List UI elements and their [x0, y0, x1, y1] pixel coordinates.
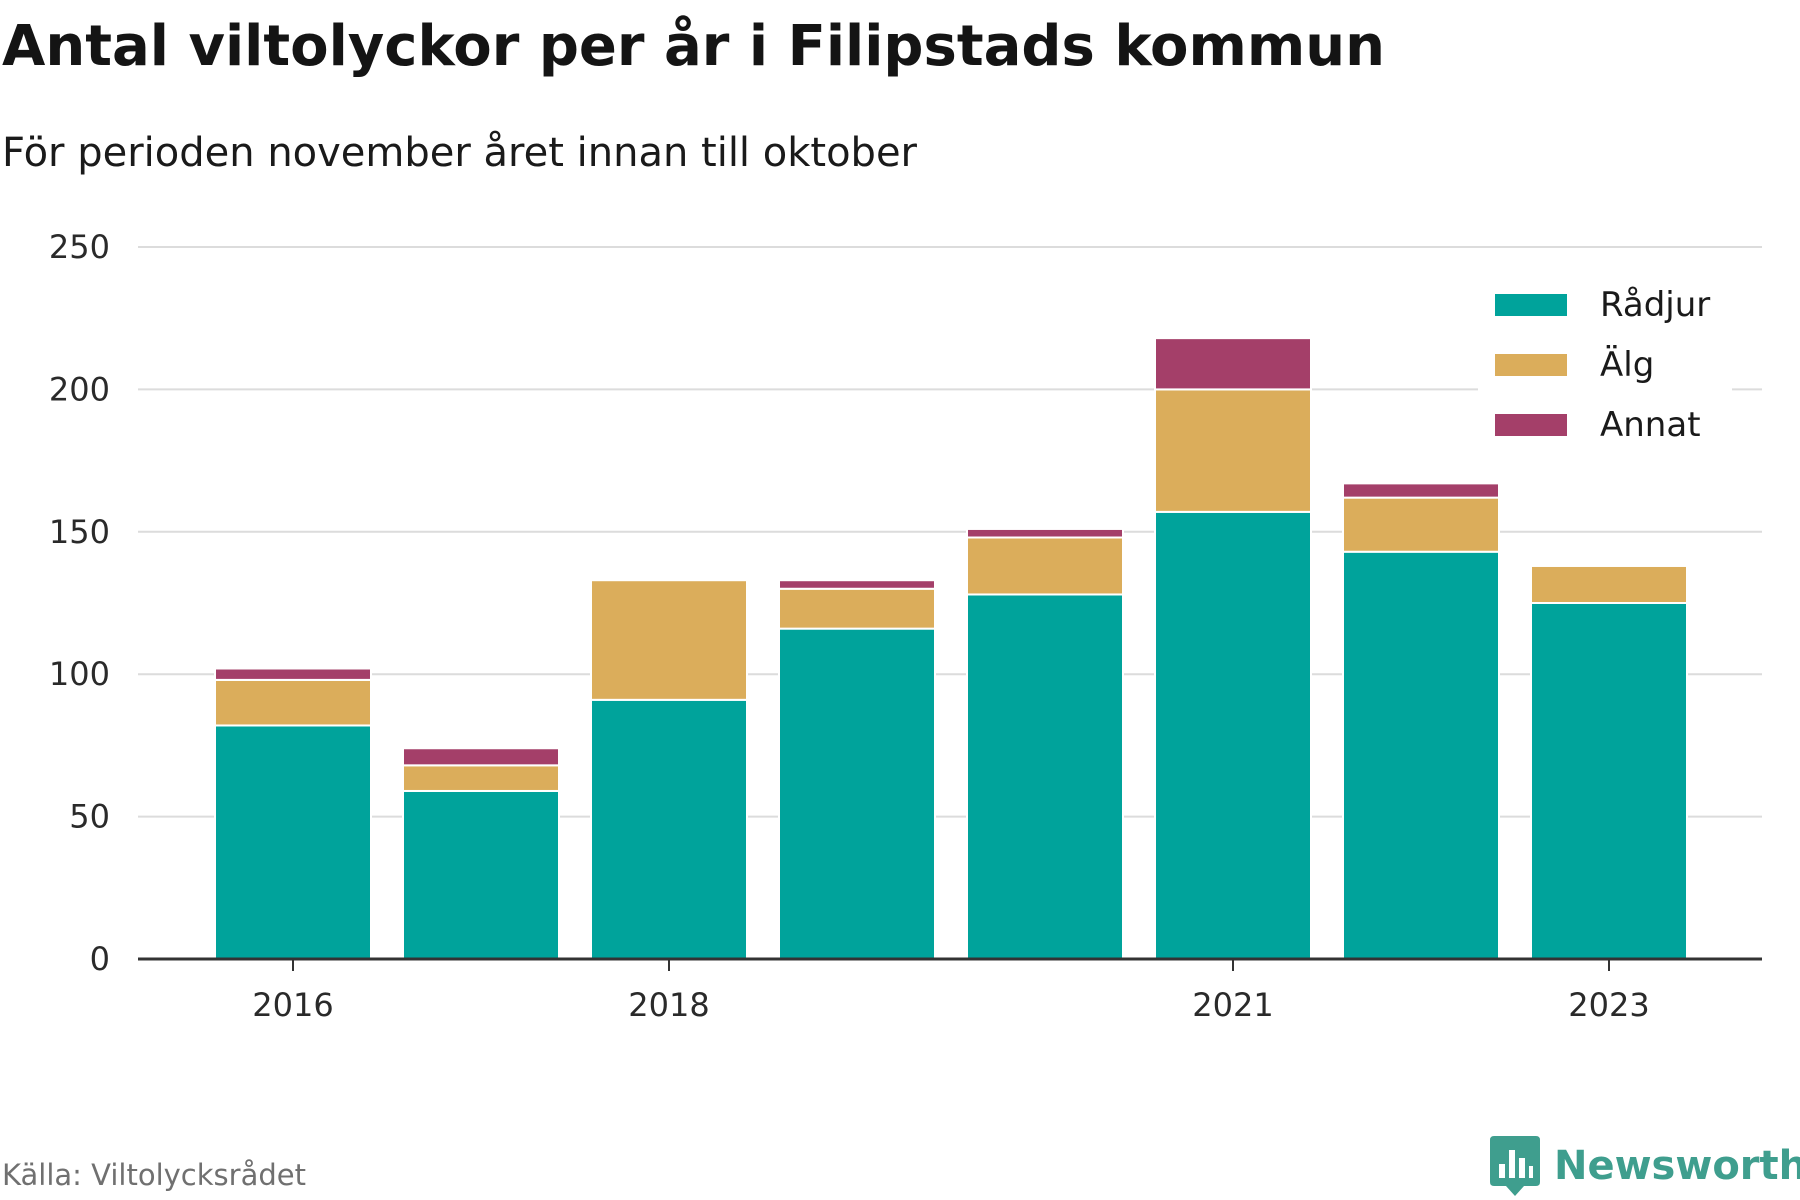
legend-swatch: [1495, 354, 1567, 376]
legend-label: Annat: [1600, 405, 1701, 445]
bar-segment: [1530, 602, 1688, 960]
bar-segment: [590, 698, 748, 960]
y-tick-label: 0: [90, 940, 110, 978]
bar-segment: [778, 587, 936, 630]
bar-segment: [1154, 510, 1312, 960]
bar-segment: [966, 527, 1124, 539]
bars: [214, 337, 1688, 961]
bar-segment: [214, 678, 372, 727]
legend: Rådjur Älg Annat: [1478, 278, 1732, 448]
brand: Newsworthy: [1490, 1136, 1800, 1196]
bar-segment: [1530, 564, 1688, 605]
bar-segment: [778, 627, 936, 961]
bar-segment: [1342, 482, 1500, 499]
y-tick-label: 200: [49, 370, 110, 408]
legend-label: Älg: [1600, 345, 1654, 385]
y-tick-label: 250: [49, 228, 110, 266]
x-tick-label: 2023: [1568, 986, 1649, 1024]
y-tick-label: 50: [69, 798, 110, 836]
y-tick-label: 150: [49, 513, 110, 551]
legend-label: Rådjur: [1600, 285, 1710, 325]
bar-segment: [402, 747, 560, 767]
y-tick-label: 100: [49, 655, 110, 693]
chart-subtitle: För perioden november året innan till ok…: [2, 130, 917, 176]
source-note: Källa: Viltolycksrådet: [2, 1158, 306, 1192]
legend-swatch: [1495, 414, 1567, 436]
bar-segment: [966, 593, 1124, 960]
bar-segment: [402, 789, 560, 961]
bar-segment: [778, 579, 936, 590]
bar-segment: [214, 724, 372, 960]
bar-segment: [1154, 337, 1312, 391]
chart-title: Antal viltolyckor per år i Filipstads ko…: [2, 14, 1385, 79]
bar-segment: [214, 667, 372, 681]
bar-segment: [590, 579, 748, 701]
legend-swatch: [1495, 294, 1567, 316]
x-tick-label: 2021: [1192, 986, 1273, 1024]
x-axis: 2016 2018 2021 2023: [138, 957, 1762, 1024]
bar-segment: [402, 764, 560, 792]
bar-segment: [966, 536, 1124, 596]
x-tick-label: 2016: [252, 986, 333, 1024]
brand-name: Newsworthy: [1554, 1143, 1800, 1189]
x-tick-label: 2018: [628, 986, 709, 1024]
bar-segment: [1154, 388, 1312, 513]
newsworthy-logo-icon: [1490, 1136, 1540, 1196]
bar-segment: [1342, 496, 1500, 553]
bar-segment: [1342, 550, 1500, 961]
